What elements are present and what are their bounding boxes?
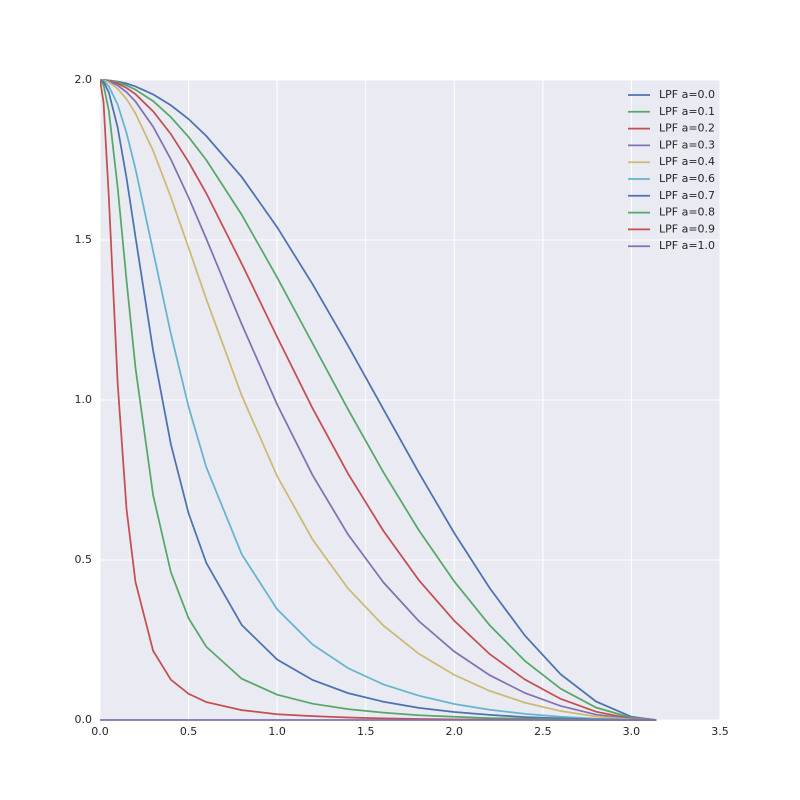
series-line xyxy=(100,79,657,721)
legend-label: LPF a=0.6 xyxy=(659,172,715,185)
series-line xyxy=(100,79,657,721)
y-tick-label: 0.0 xyxy=(75,713,93,726)
series-line xyxy=(100,79,657,721)
x-tick-label: 0.0 xyxy=(91,725,109,738)
legend-label: LPF a=0.0 xyxy=(659,88,715,101)
legend-label: LPF a=0.3 xyxy=(659,138,715,151)
legend-label: LPF a=1.0 xyxy=(659,239,715,252)
legend-label: LPF a=0.8 xyxy=(659,206,715,219)
series-line xyxy=(100,79,657,721)
legend-label: LPF a=0.4 xyxy=(659,155,715,168)
x-tick-label: 0.5 xyxy=(180,725,198,738)
y-tick-label: 0.5 xyxy=(75,553,93,566)
x-tick-label: 1.5 xyxy=(357,725,375,738)
legend-label: LPF a=0.1 xyxy=(659,105,715,118)
series-line xyxy=(100,79,657,721)
x-tick-label: 1.0 xyxy=(268,725,286,738)
x-tick-label: 3.5 xyxy=(711,725,729,738)
legend-label: LPF a=0.9 xyxy=(659,222,715,235)
legend-label: LPF a=0.7 xyxy=(659,189,715,202)
x-tick-label: 3.0 xyxy=(623,725,641,738)
y-tick-label: 1.5 xyxy=(75,233,93,246)
series-line xyxy=(100,79,657,721)
x-tick-label: 2.5 xyxy=(534,725,552,738)
x-tick-label: 2.0 xyxy=(446,725,464,738)
y-tick-label: 2.0 xyxy=(75,73,93,86)
y-tick-label: 1.0 xyxy=(75,393,93,406)
legend-label: LPF a=0.2 xyxy=(659,122,715,135)
series-line xyxy=(100,79,657,721)
legend: LPF a=0.0 LPF a=0.1 LPF a=0.2 LPF a=0.3 LPF … xyxy=(628,88,715,252)
